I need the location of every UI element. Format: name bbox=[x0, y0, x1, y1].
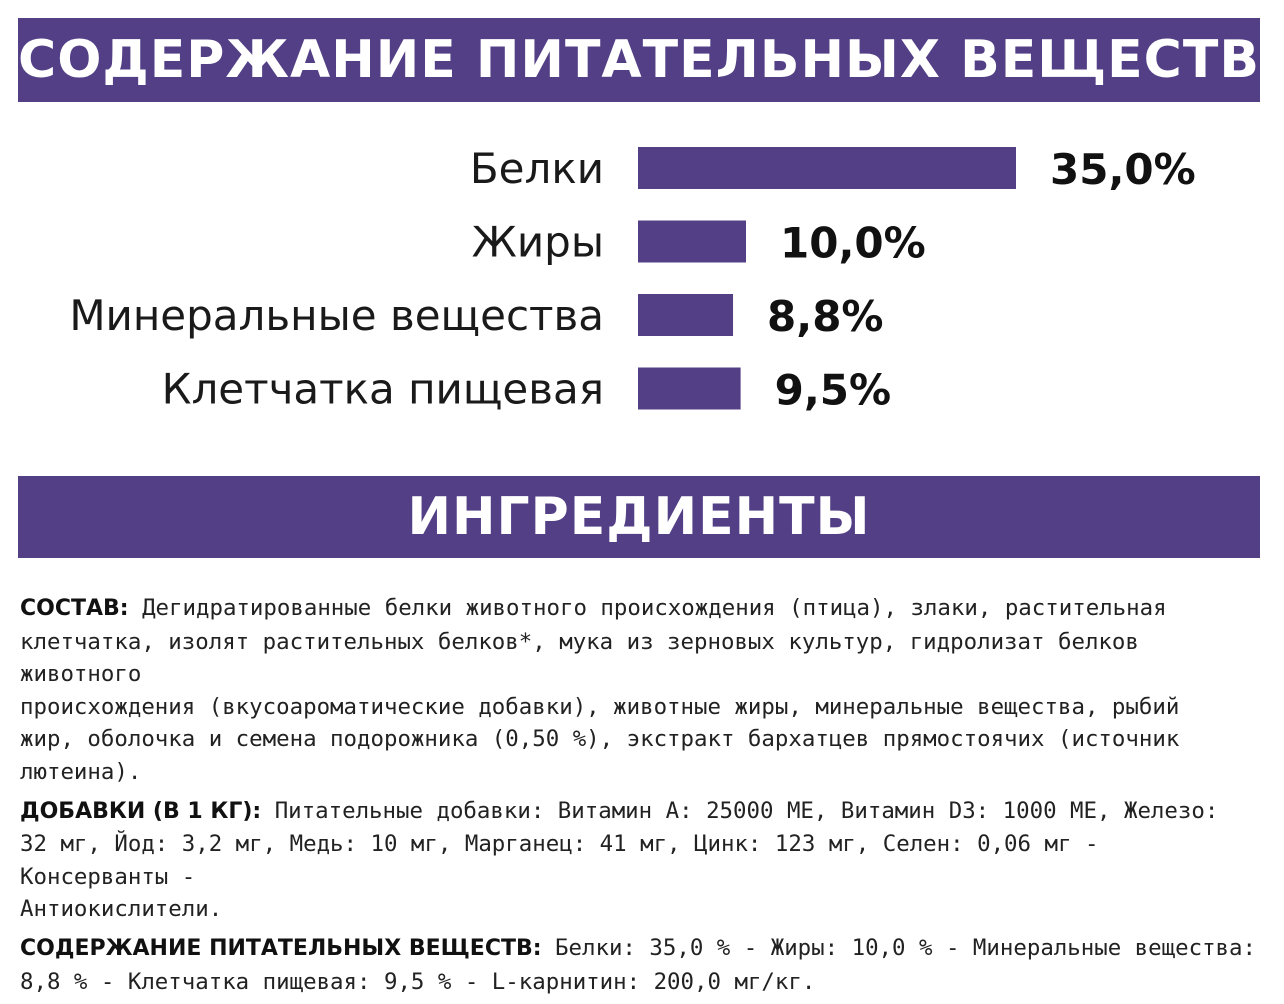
nutrients-key: СОДЕРЖАНИЕ ПИТАТЕЛЬНЫХ ВЕЩЕСТВ: bbox=[20, 935, 542, 961]
value-label: 8,8% bbox=[767, 292, 883, 341]
composition-line: происхождения (вкусоароматические добавк… bbox=[20, 693, 1180, 720]
nutrients-line: Белки: 35,0 % - Жиры: 10,0 % - Минеральн… bbox=[541, 934, 1257, 961]
value-label: 35,0% bbox=[1050, 145, 1196, 194]
additives-line: 32 мг, Йод: 3,2 мг, Медь: 10 мг, Маргане… bbox=[20, 831, 1099, 890]
bar bbox=[638, 367, 741, 410]
value-label: 10,0% bbox=[780, 219, 926, 268]
category-label: Белки bbox=[470, 144, 604, 193]
additives-paragraph: ДОБАВКИ (В 1 КГ): Питательные добавки: В… bbox=[20, 795, 1260, 926]
ingredients-text: СОСТАВ: Дегидратированные белки животног… bbox=[20, 592, 1260, 1004]
category-label: Жиры bbox=[472, 218, 604, 267]
bar bbox=[638, 294, 734, 336]
value-label: 9,5% bbox=[775, 366, 891, 415]
composition-line: лютеина). bbox=[20, 758, 142, 785]
additives-key: ДОБАВКИ (В 1 КГ): bbox=[20, 798, 262, 824]
composition-paragraph: СОСТАВ: Дегидратированные белки животног… bbox=[20, 592, 1260, 789]
nutrient-bar-chart: Белки 35,0% Жиры 10,0% Минеральные вещества 8… bbox=[69, 144, 1196, 415]
composition-line: клетчатка, изолят растительных белков*, … bbox=[20, 628, 1139, 688]
composition-line: Дегидратированные белки животного происх… bbox=[128, 595, 1167, 621]
nutrients-paragraph: СОДЕРЖАНИЕ ПИТАТЕЛЬНЫХ ВЕЩЕСТВ: Белки: 3… bbox=[20, 932, 1260, 998]
category-label: Минеральные вещества bbox=[69, 291, 604, 340]
nutrients-line: 8,8 % - Клетчатка пищевая: 9,5 % - L-кар… bbox=[20, 968, 816, 995]
composition-key: СОСТАВ: bbox=[20, 596, 129, 621]
bar bbox=[638, 147, 1016, 189]
nutrients-header: СОДЕРЖАНИЕ ПИТАТЕЛЬНЫХ ВЕЩЕСТВ bbox=[18, 18, 1260, 102]
ingredients-header: ИНГРЕДИЕНТЫ bbox=[18, 476, 1260, 558]
additives-line: Питательные добавки: Витамин А: 25000 МЕ… bbox=[261, 797, 1219, 824]
ingredients-title: ИНГРЕДИЕНТЫ bbox=[407, 487, 871, 547]
additives-line: Антиокислители. bbox=[20, 896, 223, 923]
category-label: Клетчатка пищевая bbox=[162, 365, 604, 414]
nutrients-title: СОДЕРЖАНИЕ ПИТАТЕЛЬНЫХ ВЕЩЕСТВ bbox=[18, 30, 1260, 90]
bar bbox=[638, 220, 746, 263]
composition-line: жир, оболочка и семена подорожника (0,50… bbox=[20, 726, 1180, 753]
